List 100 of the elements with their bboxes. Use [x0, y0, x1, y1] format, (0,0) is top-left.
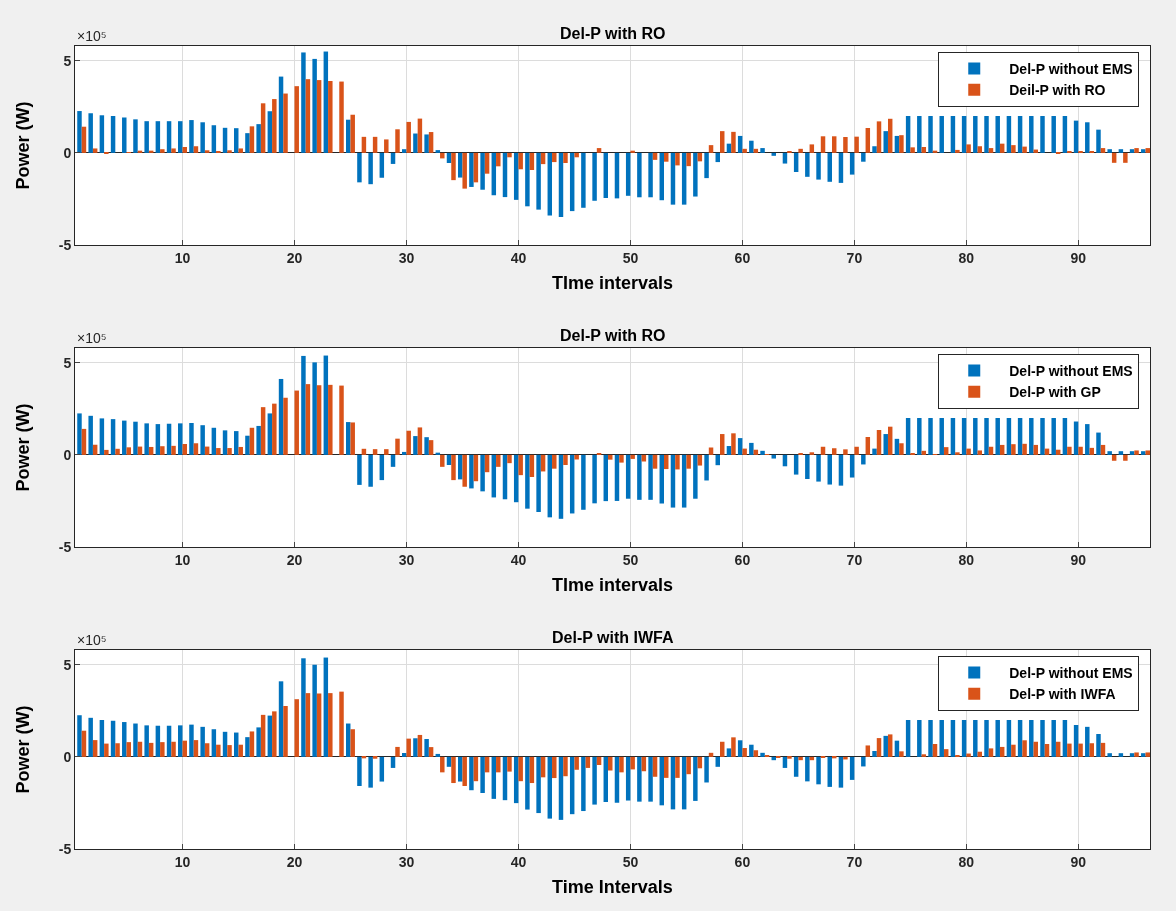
- bar: [865, 745, 871, 757]
- bar: [518, 454, 523, 476]
- bar: [272, 711, 277, 757]
- bar: [928, 116, 933, 153]
- bar: [1051, 720, 1056, 757]
- bar: [395, 438, 400, 455]
- bar: [872, 448, 877, 455]
- bar: [457, 152, 463, 178]
- bar: [189, 120, 194, 153]
- bar: [272, 99, 277, 153]
- bar: [1017, 116, 1023, 153]
- bar: [1089, 447, 1095, 455]
- bar: [883, 735, 888, 757]
- bar: [480, 152, 485, 190]
- bar: [451, 454, 456, 481]
- bar: [988, 748, 994, 757]
- bar: [357, 454, 362, 485]
- bar: [155, 121, 161, 153]
- bar: [843, 137, 848, 153]
- bar: [144, 121, 149, 153]
- bar: [160, 149, 165, 153]
- bar: [345, 422, 351, 455]
- bar: [973, 720, 978, 757]
- bar: [267, 413, 273, 455]
- x-tick-label: 60: [734, 249, 751, 266]
- bar: [316, 385, 322, 455]
- bar: [507, 756, 512, 772]
- bar: [955, 149, 960, 153]
- bar: [984, 116, 989, 153]
- bar: [742, 448, 747, 455]
- bar: [899, 135, 904, 153]
- bar: [809, 144, 815, 153]
- y-tick-label: 5: [63, 52, 72, 69]
- bar: [664, 152, 669, 162]
- bar: [883, 131, 888, 153]
- bar: [749, 140, 754, 153]
- x-tick-label: 40: [510, 551, 527, 568]
- bar: [1118, 753, 1124, 757]
- bar: [305, 79, 311, 153]
- legend-label: Del-P with IWFA: [1009, 686, 1116, 703]
- bar: [267, 111, 273, 153]
- bar: [652, 152, 658, 160]
- bar: [372, 756, 378, 759]
- bar: [1011, 444, 1016, 455]
- y-tick-label: 0: [63, 748, 72, 765]
- bar: [469, 756, 474, 791]
- bar: [1134, 752, 1139, 757]
- bar: [216, 744, 221, 757]
- bar: [932, 743, 938, 757]
- bar: [312, 664, 317, 757]
- bar: [1051, 418, 1056, 455]
- bar: [637, 152, 642, 198]
- bar: [238, 744, 243, 757]
- bar: [301, 658, 306, 757]
- bar: [943, 447, 949, 455]
- x-tick-label: 30: [398, 249, 415, 266]
- bar: [518, 756, 523, 782]
- bar: [574, 756, 579, 770]
- y-tick-label: -5: [58, 538, 72, 555]
- bar: [861, 454, 866, 465]
- bar: [917, 116, 922, 153]
- bar: [1022, 146, 1027, 153]
- bar: [401, 753, 407, 757]
- bar: [227, 150, 232, 153]
- bar: [1006, 116, 1012, 153]
- bar: [204, 150, 210, 153]
- bar: [525, 152, 530, 207]
- bar: [659, 454, 665, 504]
- bar: [917, 418, 922, 455]
- bar: [731, 433, 736, 455]
- bar: [793, 756, 799, 777]
- bar: [995, 720, 1000, 757]
- bar: [726, 748, 732, 757]
- x-tick-label: 50: [622, 853, 639, 870]
- bar: [339, 691, 344, 757]
- bar: [294, 699, 299, 757]
- x-tick-label: 20: [286, 551, 303, 568]
- x-tick-label: 80: [958, 853, 975, 870]
- bar: [401, 149, 407, 153]
- bar: [652, 454, 658, 469]
- bar: [294, 390, 299, 455]
- bar: [160, 446, 165, 455]
- bar: [536, 152, 541, 210]
- bar: [166, 121, 172, 153]
- bar: [843, 449, 848, 455]
- bar: [955, 452, 960, 455]
- x-tick-label: 30: [398, 853, 415, 870]
- bar: [133, 421, 138, 455]
- bar: [887, 734, 893, 757]
- bar: [99, 720, 105, 757]
- y-tick-label: -5: [58, 840, 72, 857]
- x-tick-label: 50: [622, 551, 639, 568]
- bar: [182, 444, 187, 455]
- bar: [995, 418, 1000, 455]
- bar: [305, 693, 311, 757]
- bar: [1118, 451, 1124, 455]
- bar: [462, 152, 467, 189]
- bar: [178, 725, 183, 757]
- bar: [558, 454, 564, 519]
- bar: [1017, 720, 1023, 757]
